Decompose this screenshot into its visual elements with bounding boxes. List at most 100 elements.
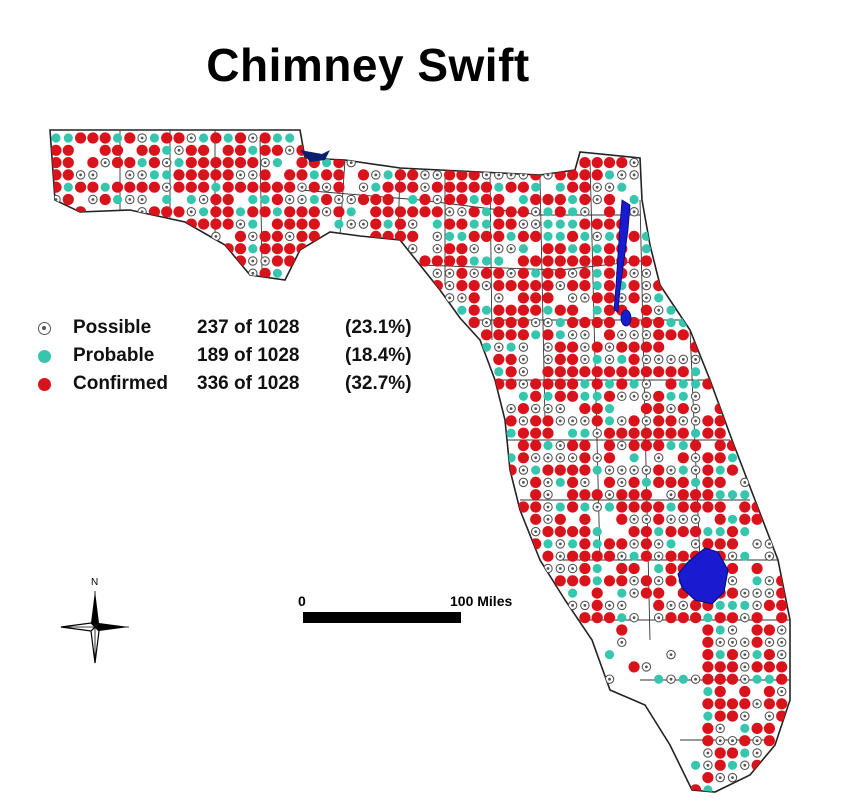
possible-dot-center bbox=[718, 727, 722, 730]
confirmed-dot bbox=[505, 218, 517, 230]
probable-dot bbox=[371, 182, 381, 192]
possible-dot-center bbox=[411, 222, 415, 226]
confirmed-dot bbox=[653, 501, 665, 513]
confirmed-dot bbox=[653, 439, 665, 452]
confirmed-dot bbox=[591, 378, 603, 390]
confirmed-dot bbox=[222, 144, 234, 156]
confirmed-dot bbox=[579, 316, 591, 329]
confirmed-dot bbox=[431, 280, 443, 292]
probable-dot bbox=[580, 379, 590, 389]
confirmed-dot bbox=[517, 206, 530, 218]
confirmed-dot bbox=[161, 132, 173, 144]
scale-bar bbox=[303, 612, 461, 623]
confirmed-dot bbox=[567, 366, 579, 378]
confirmed-dot bbox=[702, 624, 714, 636]
confirmed-dot bbox=[542, 243, 554, 255]
confirmed-dot bbox=[530, 193, 542, 206]
confirmed-dot bbox=[517, 501, 530, 513]
lake-okeechobee bbox=[677, 547, 729, 605]
confirmed-dot bbox=[124, 157, 136, 169]
probable-dot bbox=[272, 268, 282, 278]
possible-dot-center bbox=[374, 173, 378, 177]
possible-dot-center bbox=[657, 579, 661, 583]
confirmed-dot bbox=[444, 243, 456, 255]
confirmed-dot bbox=[628, 280, 640, 292]
probable-dot bbox=[604, 416, 615, 426]
possible-dot-center bbox=[645, 358, 648, 361]
confirmed-dot bbox=[591, 366, 603, 378]
confirmed-dot bbox=[653, 403, 665, 415]
possible-dot-center bbox=[632, 616, 636, 620]
possible-dot-center bbox=[251, 136, 255, 140]
confirmed-dot bbox=[173, 181, 185, 193]
possible-dot-center bbox=[694, 468, 697, 472]
possible-dot-center bbox=[522, 345, 525, 349]
possible-dot-center bbox=[632, 468, 636, 472]
probable-dot bbox=[604, 404, 615, 414]
probable-dot bbox=[494, 256, 504, 266]
possible-dot-center bbox=[140, 198, 144, 201]
confirmed-dot bbox=[296, 243, 308, 255]
confirmed-dot bbox=[259, 267, 271, 279]
confirmed-dot bbox=[640, 501, 653, 513]
possible-dot-center bbox=[91, 198, 95, 201]
legend-label: Confirmed bbox=[73, 373, 168, 394]
possible-dot-center bbox=[632, 161, 636, 165]
confirmed-dot bbox=[542, 464, 554, 476]
confirmed-dot bbox=[616, 157, 628, 169]
possible-dot-center bbox=[595, 456, 599, 460]
confirmed-dot bbox=[739, 698, 751, 710]
confirmed-dot bbox=[542, 378, 554, 390]
probable-dot bbox=[555, 231, 565, 241]
possible-dot-center bbox=[768, 714, 771, 718]
confirmed-dot bbox=[640, 366, 653, 378]
probable-dot bbox=[112, 194, 123, 205]
confirmed-dot bbox=[542, 329, 554, 341]
confirmed-dot bbox=[690, 526, 702, 538]
probable-dot bbox=[666, 317, 676, 328]
confirmed-dot bbox=[530, 280, 542, 292]
confirmed-dot bbox=[210, 169, 222, 181]
confirmed-dot bbox=[493, 329, 505, 341]
confirmed-dot bbox=[259, 169, 271, 181]
confirmed-dot bbox=[628, 439, 640, 452]
confirmed-dot bbox=[493, 353, 505, 365]
confirmed-dot bbox=[567, 169, 579, 181]
possible-dot-center bbox=[632, 542, 636, 546]
probable-dot bbox=[481, 219, 492, 229]
probable-dot bbox=[580, 502, 590, 512]
confirmed-dot bbox=[271, 255, 283, 267]
confirmed-dot bbox=[382, 181, 394, 193]
possible-dot-center bbox=[251, 259, 255, 263]
probable-dot bbox=[740, 748, 750, 758]
confirmed-dot bbox=[665, 415, 677, 427]
confirmed-dot bbox=[468, 304, 480, 316]
probable-dot bbox=[445, 231, 455, 241]
legend-confirmed: Confirmed 336 of 1028 (32.7%) bbox=[38, 370, 412, 398]
confirmed-dot bbox=[530, 304, 542, 316]
confirmed-dot bbox=[776, 698, 788, 710]
possible-dot-center bbox=[546, 493, 550, 497]
possible-dot-center bbox=[706, 763, 710, 767]
probable-dot bbox=[592, 391, 602, 401]
probable-dot bbox=[309, 194, 319, 205]
probable-dot bbox=[531, 268, 541, 278]
probable-dot bbox=[752, 650, 762, 660]
possible-dot-center bbox=[595, 185, 599, 189]
confirmed-dot bbox=[234, 255, 247, 267]
probable-dot bbox=[568, 588, 578, 598]
confirmed-dot bbox=[702, 698, 714, 710]
possible-dot-center bbox=[657, 542, 661, 546]
confirmed-dot bbox=[296, 169, 308, 181]
confirmed-dot bbox=[517, 280, 530, 292]
confirmed-dot bbox=[567, 439, 579, 452]
possible-dot-center bbox=[91, 173, 95, 177]
confirmed-dot bbox=[603, 255, 616, 267]
confirmed-dot bbox=[677, 329, 689, 341]
possible-dot-center bbox=[731, 628, 734, 632]
confirmed-dot bbox=[173, 132, 185, 144]
possible-dot-center bbox=[755, 591, 759, 595]
confirmed-dot bbox=[702, 415, 714, 427]
confirmed-dot bbox=[493, 206, 505, 218]
confirmed-dot bbox=[579, 464, 591, 476]
